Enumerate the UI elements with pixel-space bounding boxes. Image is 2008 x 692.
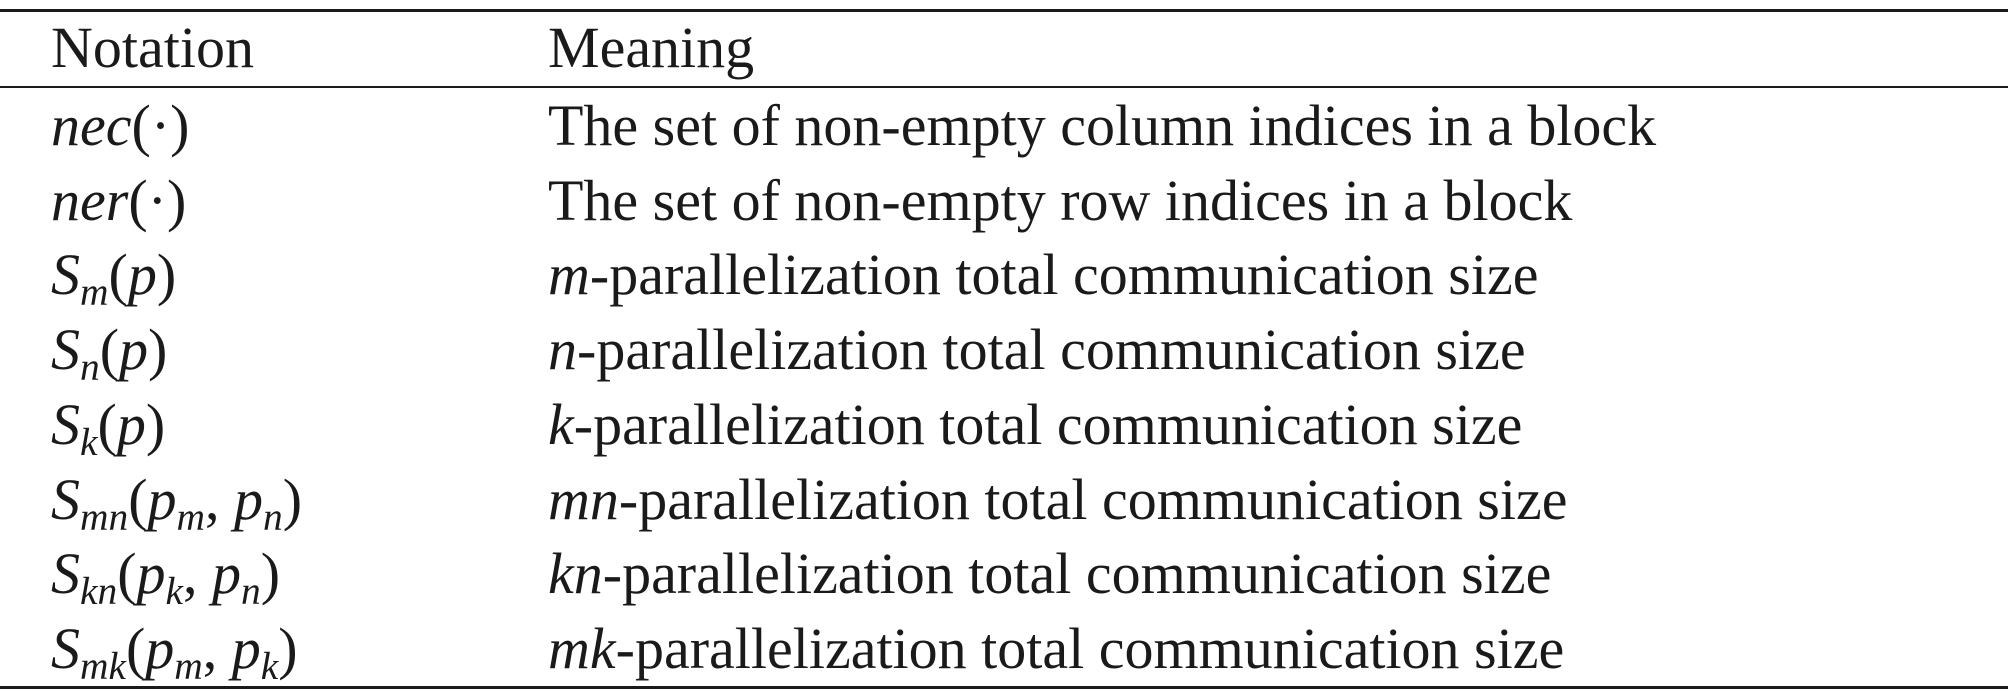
header-row: Notation Meaning (0, 10, 2008, 85)
notation-symbol: ( (128, 466, 148, 532)
meaning-variable: mk (548, 615, 616, 681)
notation-symbol: ) (282, 466, 303, 532)
header-meaning: Meaning (548, 15, 755, 80)
notation-symbol: p (212, 541, 242, 607)
notation-symbol: p (147, 466, 177, 532)
notation-symbol: p (136, 541, 166, 607)
notation-symbol: mn (80, 494, 129, 539)
notation-symbol: S (51, 391, 80, 457)
notation-symbol: S (51, 615, 80, 681)
meaning-variable: k (548, 391, 574, 457)
meaning-text: The set of non-empty column indices in a… (548, 93, 1657, 158)
notation-cell: Sk(p) (51, 387, 165, 462)
notation-symbol: , (205, 466, 234, 532)
notation-symbol: ) (278, 615, 298, 681)
table-row: Smk(pm, pk) mk-parallelization total comm… (0, 611, 2008, 686)
notation-cell: nec(·) (51, 88, 189, 163)
meaning-variable: n (548, 317, 577, 383)
notation-symbol: ) (156, 242, 177, 308)
table-row: Skn(pk, pn) kn-parallelization total comm… (0, 536, 2008, 611)
meaning-text: -parallelization total communication siz… (615, 615, 1565, 681)
meaning-cell: n-parallelization total communication si… (548, 312, 1526, 387)
mid-rule (0, 86, 2008, 88)
notation-symbol: p (119, 317, 149, 383)
table-row: Sn(p) n-parallelization total communicati… (0, 312, 2008, 387)
notation-symbol: S (51, 242, 80, 308)
notation-symbol: k (260, 643, 279, 688)
notation-symbol: , (202, 615, 232, 681)
top-rule (0, 9, 2008, 12)
notation-symbol: p (127, 242, 157, 308)
notation-cell: Sn(p) (51, 312, 167, 387)
notation-symbol: m (80, 270, 109, 315)
meaning-cell: m-parallelization total communication si… (548, 237, 1538, 312)
table-row: ner(·) The set of non-empty row indices i… (0, 163, 2008, 238)
notation-symbol: p (116, 391, 146, 457)
notation-symbol: ( (97, 391, 117, 457)
notation-cell: Smk(pm, pk) (51, 611, 298, 686)
meaning-cell: kn-parallelization total communication s… (548, 536, 1551, 611)
table-row: Sm(p) m-parallelization total communicati… (0, 237, 2008, 312)
notation-cell: Skn(pk, pn) (51, 536, 280, 611)
notation-symbol: ( (125, 615, 146, 681)
table-row: Smn(pm, pn) mn-parallelization total comm… (0, 462, 2008, 537)
meaning-cell: The set of non-empty column indices in a… (548, 88, 1656, 163)
meaning-text: -parallelization total communication siz… (602, 541, 1552, 607)
notation-symbol: p (231, 615, 261, 681)
meaning-text: -parallelization total communication siz… (573, 391, 1523, 457)
notation-symbol: p (234, 466, 263, 532)
notation-symbol: k (80, 419, 98, 464)
notation-symbol: n (241, 569, 261, 614)
notation-symbol: (·) (131, 93, 190, 158)
notation-symbol: nec (51, 93, 132, 158)
notation-symbol: kn (80, 569, 118, 614)
table-row: Sk(p) k-parallelization total communicati… (0, 387, 2008, 462)
notation-symbol: S (51, 466, 80, 532)
bottom-rule (0, 686, 2008, 689)
notation-symbol: (·) (128, 167, 187, 233)
notation-cell: ner(·) (51, 163, 186, 238)
notation-symbol: mk (80, 643, 126, 688)
notation-symbol: ( (108, 242, 128, 308)
meaning-cell: The set of non-empty row indices in a bl… (548, 163, 1572, 238)
notation-symbol: S (51, 317, 80, 383)
notation-symbol: ) (148, 317, 168, 383)
notation-cell: Sm(p) (51, 237, 176, 312)
meaning-text: -parallelization total communication siz… (589, 242, 1539, 308)
notation-cell: Smn(pm, pn) (51, 462, 302, 537)
meaning-cell: mk-parallelization total communication s… (548, 611, 1564, 686)
notation-symbol: m (174, 643, 203, 688)
meaning-variable: kn (548, 541, 603, 607)
notation-symbol: ) (260, 541, 281, 607)
notation-symbol: ( (117, 541, 137, 607)
meaning-variable: mn (548, 466, 619, 532)
notation-symbol: p (145, 615, 175, 681)
notation-symbol: m (176, 494, 205, 539)
meaning-text: -parallelization total communication siz… (577, 317, 1526, 383)
notation-symbol: k (165, 569, 184, 614)
notation-symbol: ner (51, 167, 129, 233)
meaning-variable: m (548, 242, 590, 308)
meaning-cell: mn-parallelization total communication s… (548, 462, 1567, 537)
meaning-text: -parallelization total communication siz… (618, 466, 1568, 532)
meaning-cell: k-parallelization total communication si… (548, 387, 1522, 462)
notation-symbol: n (80, 345, 100, 390)
notation-symbol: ( (99, 317, 120, 383)
notation-symbol: n (263, 494, 283, 539)
header-notation: Notation (51, 15, 254, 80)
notation-symbol: S (51, 541, 80, 607)
notation-symbol: , (183, 541, 213, 607)
notation-symbol: ) (145, 391, 166, 457)
meaning-text: The set of non-empty row indices in a bl… (548, 167, 1573, 233)
table-row: nec(·) The set of non-empty column indice… (0, 88, 2008, 163)
